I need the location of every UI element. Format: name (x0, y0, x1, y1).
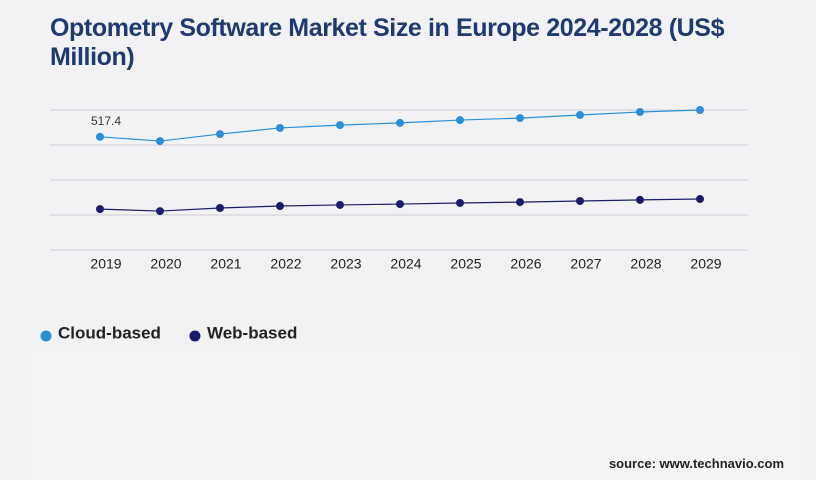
x-tick-label: 2022 (270, 256, 301, 272)
point (336, 200, 344, 209)
x-tick-label: 2028 (630, 256, 661, 272)
x-tick-label: 2020 (150, 256, 181, 272)
legend-label: Web-based (207, 323, 297, 342)
point (156, 137, 164, 146)
point (576, 197, 584, 205)
point (576, 111, 584, 120)
source: source: www.technavio.com (608, 456, 784, 471)
point (696, 195, 704, 204)
legend-marker (40, 330, 52, 342)
legend-marker (189, 330, 201, 342)
point (96, 205, 104, 214)
point (456, 116, 464, 125)
point (96, 132, 104, 141)
x-tick-label: 2019 (90, 256, 121, 272)
point (456, 198, 464, 207)
point (156, 207, 164, 216)
point (336, 121, 344, 130)
point (696, 106, 704, 114)
point (516, 114, 524, 123)
x-tick-label: 2024 (390, 256, 421, 272)
point (636, 195, 644, 204)
x-tick-label: 2027 (570, 256, 601, 272)
point (216, 130, 224, 139)
point (396, 118, 404, 127)
x-tick-label: 2026 (510, 256, 541, 272)
data-label: 517.4 (91, 114, 121, 128)
footer-panel (32, 345, 802, 480)
point (216, 204, 224, 212)
x-tick-label: 2023 (330, 256, 361, 272)
legend-label: Cloud-based (58, 323, 161, 342)
point (276, 202, 284, 211)
point (516, 198, 524, 207)
x-tick-label: 2029 (690, 256, 721, 272)
point (276, 123, 284, 132)
x-tick-label: 2021 (210, 256, 241, 272)
x-tick-label: 2025 (450, 256, 481, 272)
point (636, 107, 644, 116)
point (396, 200, 404, 209)
chart-title: Optometry Software Market Size in Europe… (50, 14, 725, 71)
